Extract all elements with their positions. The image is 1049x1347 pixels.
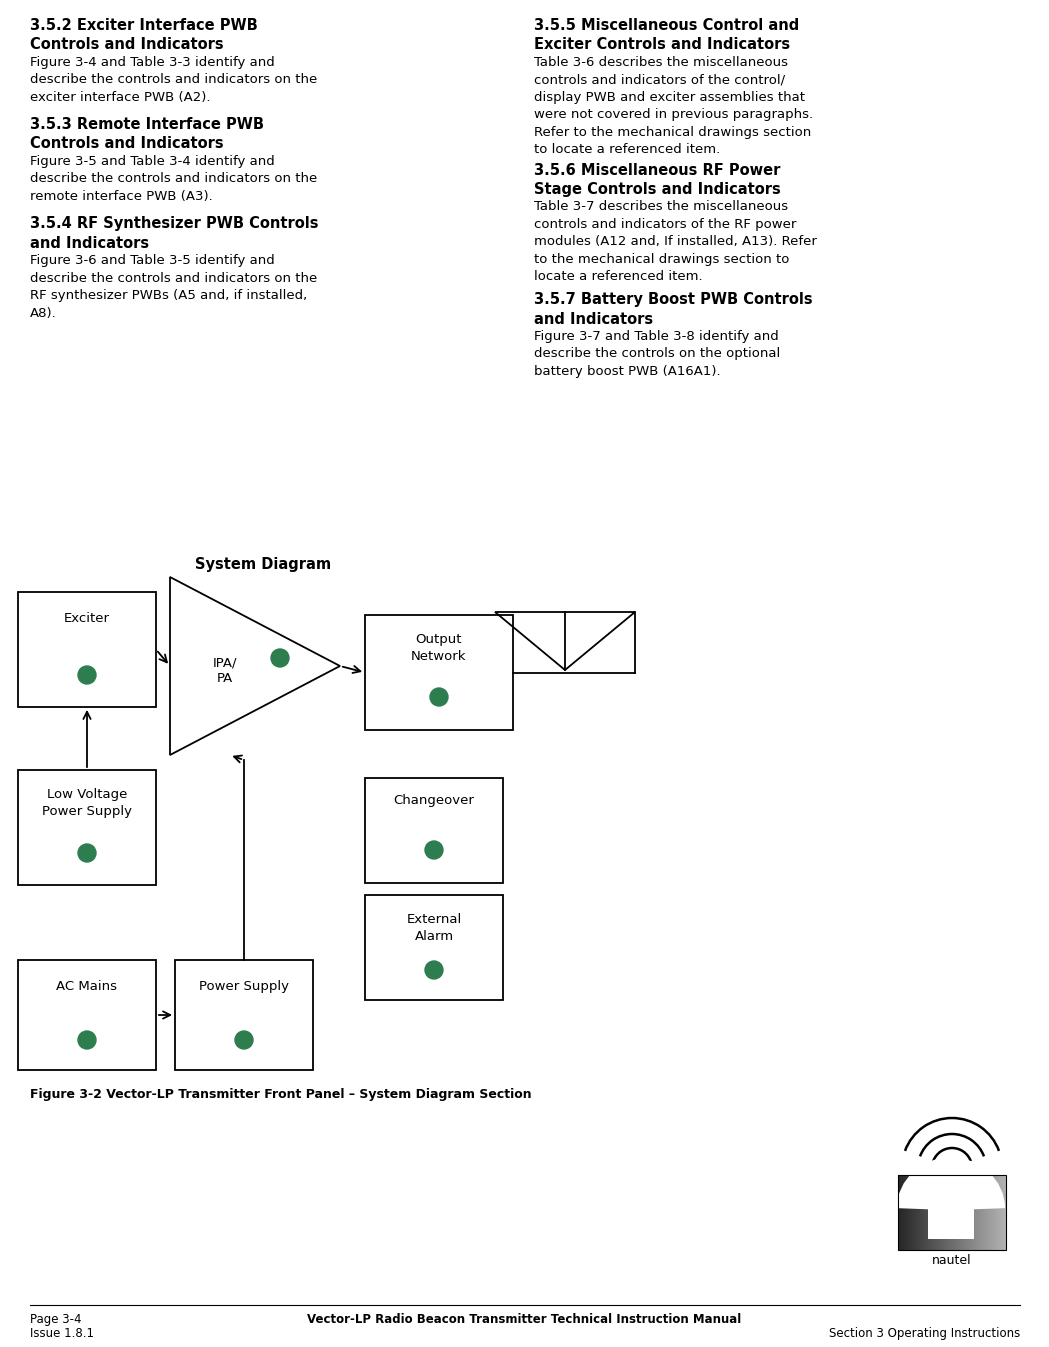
Bar [898, 1175, 1006, 1250]
Bar [365, 779, 504, 884]
Text: Table 3-6 describes the miscellaneous
controls and indicators of the control/
di: Table 3-6 describes the miscellaneous co… [534, 55, 813, 156]
Circle shape [78, 665, 97, 684]
Text: Figure 3-5 and Table 3-4 identify and
describe the controls and indicators on th: Figure 3-5 and Table 3-4 identify and de… [30, 155, 317, 203]
Text: Vector-LP Radio Beacon Transmitter Technical Instruction Manual: Vector-LP Radio Beacon Transmitter Techn… [307, 1313, 742, 1325]
Text: 3.5.2 Exciter Interface PWB
Controls and Indicators: 3.5.2 Exciter Interface PWB Controls and… [30, 18, 258, 53]
Text: Issue 1.8.1: Issue 1.8.1 [30, 1327, 94, 1340]
Text: IPA/
PA: IPA/ PA [213, 656, 237, 686]
Text: External
Alarm: External Alarm [406, 913, 462, 943]
Circle shape [271, 649, 290, 667]
Circle shape [430, 688, 448, 706]
Text: Figure 3-6 and Table 3-5 identify and
describe the controls and indicators on th: Figure 3-6 and Table 3-5 identify and de… [30, 255, 317, 319]
Text: Low Voltage
Power Supply: Low Voltage Power Supply [42, 788, 132, 818]
Text: Output
Network: Output Network [411, 633, 467, 663]
Text: 3.5.6 Miscellaneous RF Power
Stage Controls and Indicators: 3.5.6 Miscellaneous RF Power Stage Contr… [534, 163, 780, 197]
Text: Power Supply: Power Supply [199, 981, 290, 993]
Text: 3.5.7 Battery Boost PWB Controls
and Indicators: 3.5.7 Battery Boost PWB Controls and Ind… [534, 292, 813, 326]
Text: 3.5.5 Miscellaneous Control and
Exciter Controls and Indicators: 3.5.5 Miscellaneous Control and Exciter … [534, 18, 799, 53]
Text: Changeover: Changeover [393, 793, 474, 807]
Text: 3.5.4 RF Synthesizer PWB Controls
and Indicators: 3.5.4 RF Synthesizer PWB Controls and In… [30, 217, 319, 251]
Circle shape [235, 1030, 253, 1049]
Bar [18, 770, 156, 885]
Text: Page 3-4: Page 3-4 [30, 1313, 82, 1325]
Bar [928, 1185, 973, 1239]
Bar [365, 894, 504, 999]
Text: Table 3-7 describes the miscellaneous
controls and indicators of the RF power
mo: Table 3-7 describes the miscellaneous co… [534, 201, 817, 283]
Bar [18, 960, 156, 1070]
Text: Section 3 Operating Instructions: Section 3 Operating Instructions [829, 1327, 1020, 1340]
Text: AC Mains: AC Mains [57, 981, 117, 993]
Text: System Diagram: System Diagram [195, 558, 331, 572]
Circle shape [78, 845, 97, 862]
Text: Exciter: Exciter [64, 612, 110, 625]
Text: Figure 3-4 and Table 3-3 identify and
describe the controls and indicators on th: Figure 3-4 and Table 3-3 identify and de… [30, 55, 317, 104]
Circle shape [425, 960, 443, 979]
Bar [175, 960, 313, 1070]
Bar [18, 591, 156, 707]
Circle shape [78, 1030, 97, 1049]
Bar [365, 616, 513, 730]
Circle shape [425, 841, 443, 859]
Text: nautel: nautel [933, 1254, 971, 1268]
Text: Figure 3-7 and Table 3-8 identify and
describe the controls on the optional
batt: Figure 3-7 and Table 3-8 identify and de… [534, 330, 780, 379]
Text: Figure 3-2 Vector-LP Transmitter Front Panel – System Diagram Section: Figure 3-2 Vector-LP Transmitter Front P… [30, 1088, 532, 1100]
Text: 3.5.3 Remote Interface PWB
Controls and Indicators: 3.5.3 Remote Interface PWB Controls and … [30, 117, 264, 151]
